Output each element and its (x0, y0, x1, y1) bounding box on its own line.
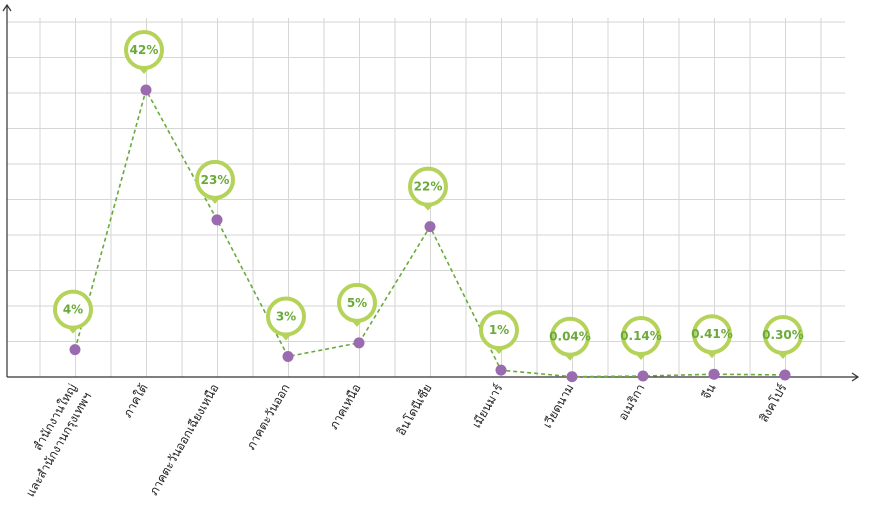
x-tick-label: สำนักงานใหญ่และสำนักงานกรุงเทพฯ (8, 382, 95, 500)
x-tick-label-line: ภาคตะวันออก (244, 382, 293, 453)
data-label-bubble: 4% (53, 289, 93, 334)
x-tick-labels: สำนักงานใหญ่และสำนักงานกรุงเทพฯ ภาคใต้ภาค… (8, 381, 790, 500)
x-tick-label: ภาคตะวันออก (244, 382, 293, 453)
series (69, 84, 791, 383)
x-tick-label-line: ภาคใต้ (120, 382, 150, 420)
data-label-bubble: 22% (408, 166, 448, 211)
data-label: 0.14% (620, 329, 662, 343)
x-tick-label: ภาคใต้ (120, 382, 150, 420)
data-label: 5% (347, 296, 367, 310)
x-tick-label: สิงคโปร์ (757, 381, 790, 425)
x-tick-label: เมียนมาร์ (469, 381, 506, 430)
x-tick-label-line: อินโดนีเซีย (394, 382, 435, 438)
data-label: 1% (489, 323, 509, 337)
x-tick-label-line: เมียนมาร์ (469, 381, 506, 430)
data-label: 3% (276, 310, 296, 324)
x-tick-label: ภาคเหนือ (326, 382, 363, 432)
data-labels: 4% 42% 23% 3% 5% 22% 1% 0.04% 0.14% 0.41% 0.30% (53, 30, 804, 361)
data-label-bubble: 1% (479, 310, 519, 355)
data-point (282, 351, 294, 362)
data-label-bubble: 0.41% (691, 314, 733, 359)
x-tick-label-line: อเมริกา (616, 382, 648, 423)
x-axis-arrow (851, 372, 860, 382)
data-point (495, 364, 507, 376)
data-label-bubble: 0.04% (549, 316, 591, 361)
data-point (211, 214, 223, 226)
x-tick-label-line: ภาคเหนือ (326, 382, 363, 432)
data-label-bubble: 5% (337, 282, 377, 327)
data-point (779, 369, 791, 381)
x-tick-label: อเมริกา (616, 382, 648, 423)
data-label-bubble: 42% (124, 30, 164, 74)
x-tick-label-line: เวียดนาม (540, 382, 576, 431)
x-tick-label-line: สิงคโปร์ (757, 381, 790, 425)
data-label: 0.41% (691, 327, 733, 341)
data-point (140, 84, 152, 96)
data-point (424, 221, 436, 233)
data-point (566, 371, 578, 383)
data-point (353, 337, 365, 349)
data-label-bubble: 23% (195, 159, 235, 204)
data-label-bubble: 0.14% (620, 316, 662, 361)
data-label: 23% (201, 173, 230, 187)
data-label-bubble: 0.30% (762, 314, 804, 359)
x-tick-label: จีน (699, 382, 719, 402)
data-label-bubble: 3% (266, 296, 306, 341)
y-axis-arrow (2, 3, 12, 12)
x-tick-label-line: จีน (699, 382, 719, 402)
x-tick-label: ภาคตะวันออกเฉียงเหนือ (146, 382, 221, 498)
data-point (69, 344, 81, 356)
data-label: 42% (130, 43, 159, 57)
x-tick-label: อินโดนีเซีย (394, 382, 435, 438)
data-point (637, 370, 649, 382)
data-label: 4% (63, 303, 83, 317)
x-tick-label: เวียดนาม (540, 382, 576, 431)
data-point (708, 368, 720, 380)
x-tick-label-line: ภาคตะวันออกเฉียงเหนือ (146, 382, 221, 498)
data-label: 0.04% (549, 330, 591, 344)
data-label: 0.30% (762, 328, 804, 342)
data-label: 22% (414, 180, 443, 194)
